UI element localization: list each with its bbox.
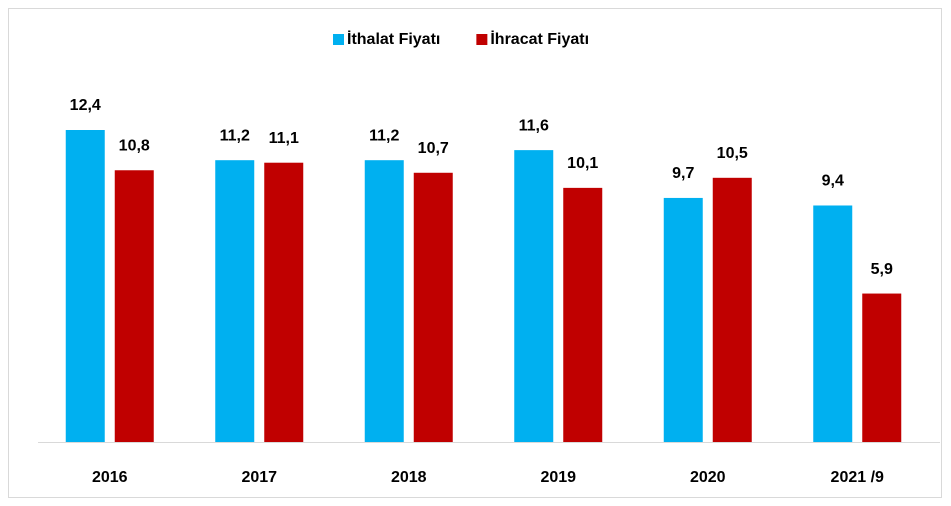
value-label: 12,4 <box>70 97 101 114</box>
bar <box>563 187 603 442</box>
legend-swatch <box>476 34 488 45</box>
x-tick-label: 2016 <box>92 469 128 486</box>
bar <box>215 160 255 442</box>
bar <box>862 293 902 442</box>
x-tick-label: 2017 <box>241 469 277 486</box>
bar <box>813 205 853 442</box>
value-label: 5,9 <box>871 261 893 278</box>
value-label: 10,5 <box>717 145 748 162</box>
value-label: 11,1 <box>269 130 299 147</box>
chart-border <box>8 8 942 498</box>
value-label: 10,1 <box>567 155 598 172</box>
legend-label: İhracat Fiyatı <box>490 30 589 48</box>
x-tick-label: 2020 <box>690 469 726 486</box>
value-label: 11,2 <box>369 127 399 144</box>
legend-label: İthalat Fiyatı <box>347 30 440 48</box>
value-label: 10,8 <box>119 137 150 154</box>
value-label: 11,6 <box>519 117 549 134</box>
x-tick-label: 2021 /9 <box>831 469 884 486</box>
x-tick-label: 2019 <box>540 469 576 486</box>
value-label: 10,7 <box>418 140 449 157</box>
legend-swatch <box>333 34 344 45</box>
bar <box>364 160 404 442</box>
bar <box>65 130 105 442</box>
bar <box>413 172 453 442</box>
bar <box>264 162 304 443</box>
bar <box>663 197 703 442</box>
bar <box>114 170 154 443</box>
value-label: 11,2 <box>220 127 250 144</box>
value-label: 9,4 <box>822 173 844 190</box>
value-label: 9,7 <box>672 165 694 182</box>
bar <box>514 150 554 442</box>
bar <box>712 177 752 442</box>
legend: İthalat Fiyatı İhracat Fiyatı <box>333 30 589 48</box>
x-tick-label: 2018 <box>391 469 427 486</box>
